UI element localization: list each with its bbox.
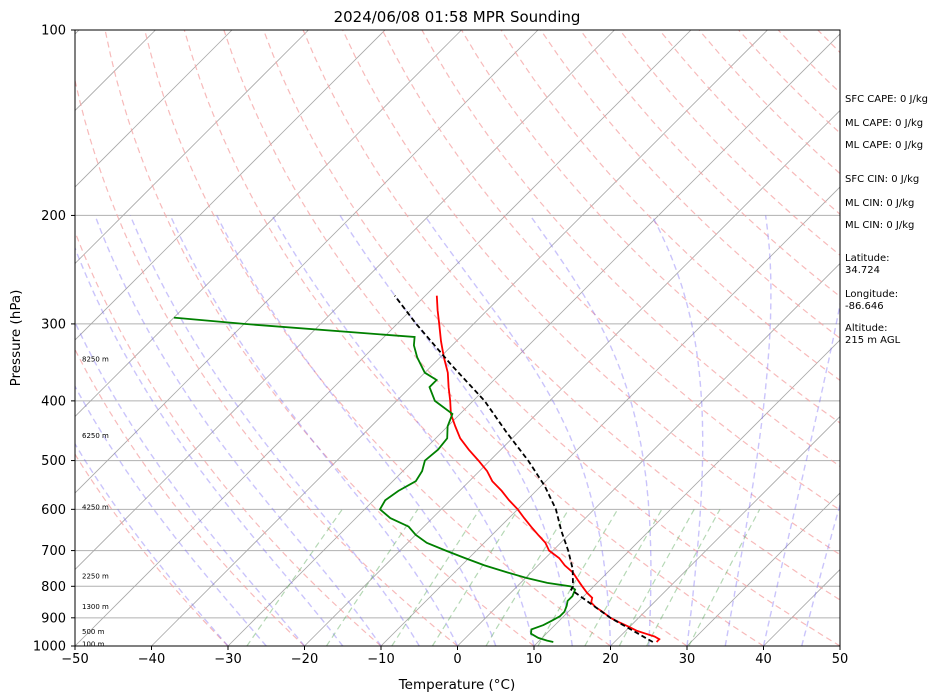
moist-adiabat-line bbox=[216, 215, 497, 646]
dry-adiabat-line bbox=[75, 77, 458, 646]
y-tick-label: 100 bbox=[41, 24, 66, 39]
mixing-ratio-line bbox=[325, 508, 419, 646]
moist-adiabat-line bbox=[169, 215, 459, 646]
mixing-ratio-line bbox=[688, 509, 761, 646]
isotherm-line bbox=[304, 109, 840, 646]
height-label: 100 m bbox=[82, 640, 105, 648]
dry-adiabat-line bbox=[183, 30, 688, 646]
y-axis-ticks: 100 200 300 400 500 600 700 800 900 1000 bbox=[33, 24, 75, 655]
x-tick-label: −30 bbox=[214, 652, 241, 667]
moist-adiabat-line bbox=[801, 502, 840, 646]
ml-cin-text-2: ML CIN: 0 J/kg bbox=[845, 220, 914, 231]
temperature-trace bbox=[435, 295, 661, 643]
y-tick-label: 500 bbox=[41, 454, 66, 469]
indices-panel: SFC CAPE: 0 J/kg ML CAPE: 0 J/kg ML CAPE… bbox=[845, 94, 928, 346]
ml-cape-text-2: ML CAPE: 0 J/kg bbox=[845, 140, 923, 151]
height-label: 4250 m bbox=[82, 504, 109, 512]
moist-adiabat-line bbox=[75, 442, 229, 646]
y-axis-label: Pressure (hPa) bbox=[8, 290, 24, 387]
dry-adiabat-line bbox=[75, 348, 305, 646]
mixing-ratio-line bbox=[485, 508, 570, 646]
isotherm-line bbox=[533, 339, 840, 646]
chart-title: 2024/06/08 01:58 MPR Sounding bbox=[334, 8, 581, 26]
dry-adiabat-line bbox=[579, 30, 840, 298]
latitude-label: Latitude: bbox=[845, 253, 890, 264]
height-label: 500 m bbox=[82, 628, 105, 636]
mixing-ratio-line bbox=[584, 509, 663, 646]
sfc-cin-text: SFC CIN: 0 J/kg bbox=[845, 174, 919, 185]
height-label: 1300 m bbox=[82, 603, 109, 611]
x-axis-ticks: −50 −40 −30 −20 −10 0 10 20 30 40 50 bbox=[61, 646, 848, 667]
y-tick-label: 1000 bbox=[33, 640, 66, 655]
latitude-value: 34.724 bbox=[845, 265, 880, 276]
x-axis-label: Temperature (°C) bbox=[398, 677, 516, 693]
moist-adiabat-line bbox=[75, 320, 306, 646]
longitude-value: -86.646 bbox=[845, 301, 884, 312]
altitude-label: Altitude: bbox=[845, 323, 887, 334]
dewpoint-trace bbox=[173, 316, 577, 643]
x-tick-label: 30 bbox=[679, 652, 696, 667]
ml-cin-text-1: ML CIN: 0 J/kg bbox=[845, 198, 914, 209]
moist-adiabat-line bbox=[75, 384, 267, 646]
x-tick-label: −40 bbox=[138, 652, 165, 667]
x-tick-label: 10 bbox=[526, 652, 543, 667]
sounding-traces bbox=[173, 295, 661, 643]
height-label: 6250 m bbox=[82, 432, 109, 440]
isotherm-line bbox=[75, 30, 539, 494]
dry-adiabat-line bbox=[144, 30, 611, 646]
x-tick-label: −50 bbox=[61, 652, 88, 667]
y-tick-label: 300 bbox=[41, 317, 66, 332]
isotherm-line bbox=[75, 30, 386, 341]
y-tick-label: 200 bbox=[41, 209, 66, 224]
x-tick-label: 40 bbox=[755, 652, 772, 667]
y-tick-label: 700 bbox=[41, 544, 66, 559]
isotherm-line bbox=[457, 262, 840, 646]
isotherm-line bbox=[610, 415, 840, 646]
moist-adiabat-line bbox=[271, 215, 535, 646]
ml-cape-text-1: ML CAPE: 0 J/kg bbox=[845, 118, 923, 129]
y-tick-label: 400 bbox=[41, 394, 66, 409]
dry-adiabat-line bbox=[104, 30, 535, 646]
thermo-background-lines bbox=[75, 30, 840, 646]
isotherm-line bbox=[75, 30, 233, 188]
moist-adiabat-line bbox=[651, 215, 704, 646]
isotherm-line bbox=[227, 33, 840, 646]
longitude-label: Longitude: bbox=[845, 289, 898, 300]
height-label: 2250 m bbox=[82, 573, 109, 581]
x-tick-label: −10 bbox=[367, 652, 394, 667]
x-tick-label: 0 bbox=[453, 652, 461, 667]
x-tick-label: 50 bbox=[832, 652, 849, 667]
altitude-value: 215 m AGL bbox=[845, 335, 901, 346]
y-tick-label: 600 bbox=[41, 503, 66, 518]
isotherm-line bbox=[75, 30, 462, 418]
moist-adiabat-line bbox=[339, 215, 573, 646]
isotherm-line bbox=[151, 30, 768, 646]
moist-adiabat-line bbox=[423, 214, 612, 646]
height-labels: 100 m 500 m 1300 m 2250 m 4250 m 6250 m 8250 m bbox=[82, 355, 109, 648]
isotherm-line bbox=[75, 30, 615, 571]
moist-adiabat-line bbox=[94, 215, 382, 646]
y-tick-label: 800 bbox=[41, 580, 66, 595]
isotherm-line bbox=[75, 30, 309, 265]
x-tick-label: −20 bbox=[291, 652, 318, 667]
y-tick-label: 900 bbox=[41, 611, 66, 626]
dry-adiabat-line bbox=[262, 30, 840, 646]
dry-adiabat-line bbox=[75, 230, 382, 646]
moist-adiabat-line bbox=[129, 215, 420, 646]
moist-adiabat-line bbox=[762, 300, 840, 646]
x-tick-label: 20 bbox=[602, 652, 619, 667]
isotherm-line bbox=[380, 186, 840, 646]
sfc-cape-text: SFC CAPE: 0 J/kg bbox=[845, 94, 928, 105]
mixing-ratio-line bbox=[646, 509, 721, 646]
height-label: 8250 m bbox=[82, 355, 109, 363]
mixing-ratio-line bbox=[246, 508, 343, 646]
isotherm-line bbox=[686, 492, 840, 646]
isotherm-line bbox=[75, 30, 692, 646]
mixing-ratio-line bbox=[431, 508, 519, 646]
mixing-ratio-line bbox=[391, 508, 481, 646]
mixing-ratio-line bbox=[537, 508, 619, 646]
